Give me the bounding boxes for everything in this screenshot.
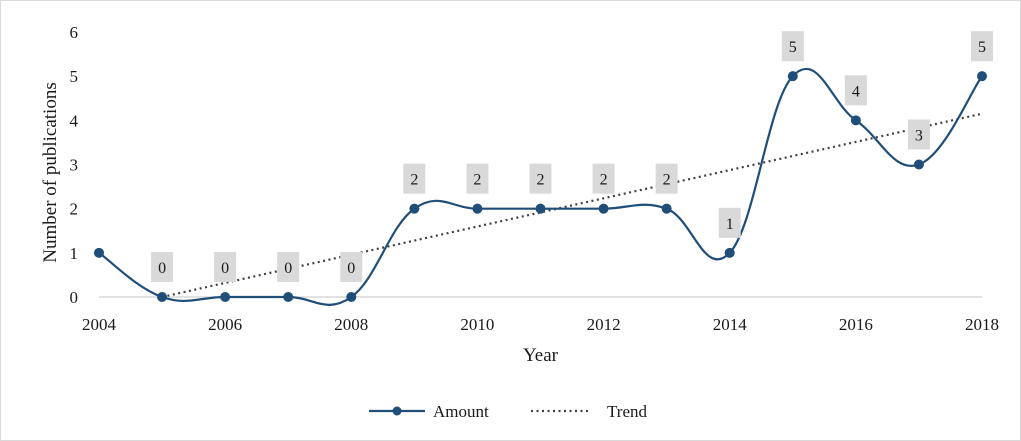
data-label-text: 2 [537, 172, 545, 189]
data-label-text: 5 [789, 39, 797, 56]
data-label-box [971, 31, 993, 62]
y-tick-label: 4 [70, 111, 79, 130]
data-label-text: 2 [663, 172, 671, 189]
data-label-box [655, 163, 678, 194]
x-axis-title: Year [523, 345, 559, 366]
y-tick-label: 2 [70, 200, 79, 219]
x-tick-label: 2012 [587, 315, 621, 334]
y-tick-label: 1 [70, 244, 79, 263]
data-label: 2 [655, 163, 678, 194]
data-labels: 0 0 0 0 2 2 2 2 2 1 5 4 3 5 [151, 31, 993, 282]
data-label-box [151, 252, 174, 282]
data-label-box [529, 163, 552, 194]
data-label-box [466, 163, 489, 194]
data-label-text: 5 [978, 39, 986, 56]
y-tick-label: 3 [70, 156, 79, 175]
data-label-text: 2 [410, 172, 418, 189]
data-label-box [781, 31, 804, 62]
legend: Amount Trend [369, 402, 647, 421]
data-label: 5 [781, 31, 804, 62]
amount-marker [913, 159, 924, 170]
data-label-box [403, 163, 426, 194]
data-label: 0 [214, 252, 237, 282]
legend-amount-label: Amount [433, 402, 489, 421]
x-axis-ticks: 2004 2006 2008 2010 2012 2014 2016 2018 [82, 315, 999, 334]
data-label-box [844, 75, 867, 106]
data-label: 5 [971, 31, 993, 62]
x-tick-label: 2010 [460, 315, 494, 334]
data-label: 0 [340, 252, 363, 282]
amount-marker [661, 203, 672, 214]
data-label: 2 [466, 163, 489, 194]
data-label: 2 [529, 163, 552, 194]
amount-marker [787, 71, 798, 82]
x-tick-label: 2006 [208, 315, 242, 334]
trend-line [161, 112, 983, 299]
data-label-box [340, 252, 363, 282]
amount-marker [409, 203, 420, 214]
data-label-text: 2 [473, 172, 481, 189]
amount-marker [535, 203, 546, 214]
amount-marker [724, 247, 735, 258]
data-label-text: 2 [600, 172, 608, 189]
x-tick-label: 2008 [334, 315, 368, 334]
data-label-text: 1 [726, 216, 734, 233]
amount-series-line [98, 67, 983, 306]
amount-marker [977, 71, 987, 82]
amount-marker [598, 203, 609, 214]
amount-marker [157, 292, 168, 302]
y-tick-label: 0 [70, 288, 79, 307]
amount-markers [94, 71, 987, 302]
data-label-text: 0 [158, 260, 166, 277]
x-tick-label: 2004 [82, 315, 117, 334]
amount-marker [283, 292, 294, 302]
y-axis-title: Number of publications [40, 82, 61, 262]
y-tick-label: 6 [70, 23, 79, 42]
amount-marker [220, 292, 231, 302]
y-axis-ticks: 0 1 2 3 4 5 6 [70, 23, 79, 307]
legend-amount-marker [392, 406, 402, 416]
data-label-text: 3 [915, 128, 923, 145]
data-label-box [592, 163, 615, 194]
legend-trend-label: Trend [607, 402, 647, 421]
data-label: 3 [907, 119, 930, 150]
data-label-text: 0 [347, 260, 355, 277]
data-label: 0 [151, 252, 174, 282]
data-label-text: 0 [221, 260, 229, 277]
data-label-text: 4 [852, 83, 860, 100]
data-label-box [277, 252, 300, 282]
y-tick-label: 5 [70, 67, 79, 86]
data-label: 2 [403, 163, 426, 194]
data-label: 4 [844, 75, 867, 106]
amount-marker [850, 115, 861, 126]
data-label-box [907, 119, 930, 150]
data-label: 2 [592, 163, 615, 194]
data-label: 1 [718, 207, 741, 238]
data-label: 0 [277, 252, 300, 282]
x-tick-label: 2014 [713, 315, 748, 334]
data-label-text: 0 [284, 260, 292, 277]
amount-marker [94, 247, 104, 258]
amount-marker [346, 292, 357, 302]
data-label-box [718, 207, 741, 238]
amount-marker [472, 203, 483, 214]
x-tick-label: 2018 [965, 315, 999, 334]
data-label-box [214, 252, 237, 282]
x-tick-label: 2016 [839, 315, 873, 334]
